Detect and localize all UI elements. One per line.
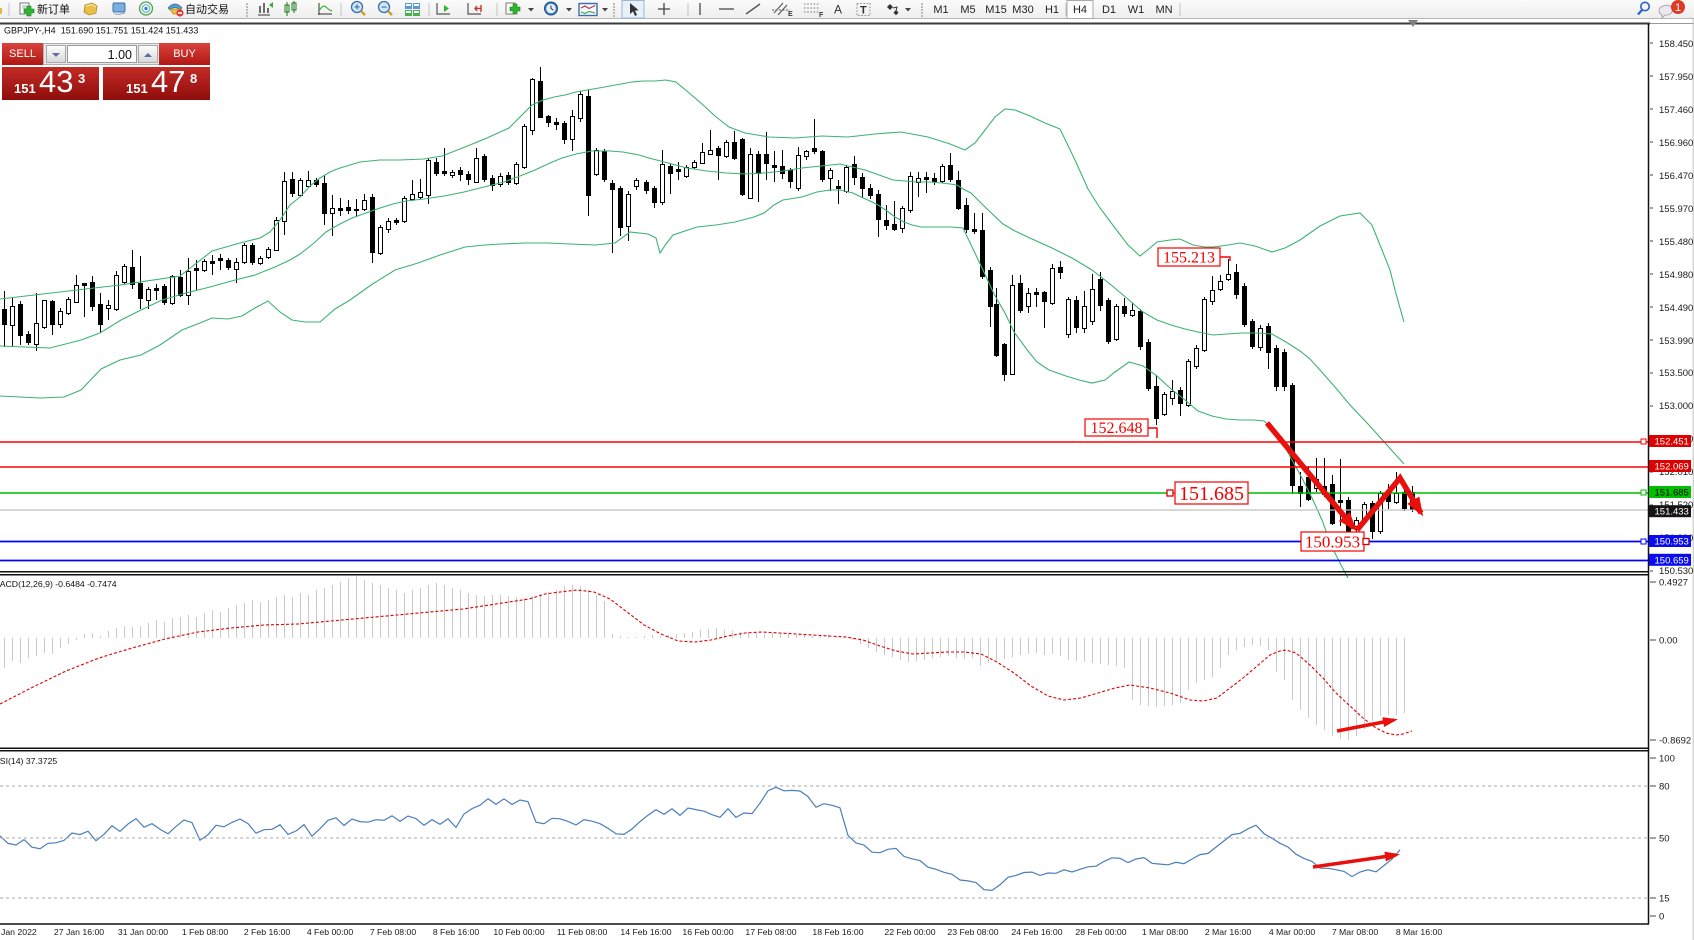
svg-text:28 Feb 00:00: 28 Feb 00:00 [1075,927,1126,937]
svg-text:MN: MN [1155,4,1172,16]
svg-text:M15: M15 [985,4,1006,16]
svg-text:23 Feb 08:00: 23 Feb 08:00 [947,927,998,937]
svg-text:150.953: 150.953 [1655,537,1689,548]
svg-text:153.000: 153.000 [1659,401,1693,412]
svg-text:0.00: 0.00 [1659,636,1678,647]
svg-text:0: 0 [1659,912,1664,923]
svg-text:H1: H1 [1045,4,1059,16]
svg-text:27 Jan 16:00: 27 Jan 16:00 [54,927,104,937]
svg-text:80: 80 [1659,782,1670,793]
svg-text:W1: W1 [1128,4,1145,16]
svg-text:152.010: 152.010 [1659,467,1693,478]
svg-text:D1: D1 [1102,4,1116,16]
svg-text:T: T [860,5,867,17]
svg-text:155.213: 155.213 [1163,249,1215,266]
svg-text:153.500: 153.500 [1659,368,1693,379]
svg-text:4 Mar 00:00: 4 Mar 00:00 [1269,927,1316,937]
svg-text:152.069: 152.069 [1655,462,1689,473]
svg-text:151.685: 151.685 [1655,488,1689,499]
svg-text:150.530: 150.530 [1659,566,1693,577]
svg-text:8 Feb 16:00: 8 Feb 16:00 [433,927,480,937]
svg-text:14 Feb 16:00: 14 Feb 16:00 [620,927,671,937]
svg-text:自动交易: 自动交易 [185,2,229,16]
svg-text:155.970: 155.970 [1659,204,1693,215]
svg-text:2 Feb 16:00: 2 Feb 16:00 [244,927,291,937]
svg-text:31 Jan 00:00: 31 Jan 00:00 [118,927,168,937]
svg-text:155.480: 155.480 [1659,237,1693,248]
svg-text:154.980: 154.980 [1659,270,1693,281]
svg-text:15: 15 [1659,894,1670,905]
svg-text:150.659: 150.659 [1655,555,1689,566]
svg-text:A: A [834,3,842,17]
svg-text:153.990: 153.990 [1659,336,1693,347]
svg-text:M30: M30 [1012,4,1033,16]
svg-text:151.433: 151.433 [1655,507,1689,518]
svg-text:10 Feb 00:00: 10 Feb 00:00 [493,927,544,937]
svg-text:F: F [819,12,824,19]
svg-text:22 Feb 00:00: 22 Feb 00:00 [884,927,935,937]
svg-text:H4: H4 [1073,4,1087,16]
svg-text:150.953: 150.953 [1305,532,1360,551]
svg-text:1 Feb 08:00: 1 Feb 08:00 [182,927,229,937]
svg-text:4 Feb 00:00: 4 Feb 00:00 [307,927,354,937]
svg-text:11 Feb 08:00: 11 Feb 08:00 [557,927,608,937]
svg-text:17 Feb 08:00: 17 Feb 08:00 [745,927,796,937]
svg-text:50: 50 [1659,834,1670,845]
svg-text:18 Feb 16:00: 18 Feb 16:00 [812,927,863,937]
svg-text:RSI(14) 37.3725: RSI(14) 37.3725 [0,756,57,766]
svg-text:−: − [381,3,387,14]
svg-text:GBPJPY-,H4 151.690 151.751 15: GBPJPY-,H4 151.690 151.751 151.424 151.4… [4,26,198,36]
svg-text:M5: M5 [960,4,975,16]
svg-text:156.470: 156.470 [1659,171,1693,182]
svg-text:100: 100 [1659,754,1675,765]
svg-text:新订单: 新订单 [37,2,70,16]
svg-text:157.950: 157.950 [1659,72,1693,83]
svg-text:M1: M1 [933,4,948,16]
svg-text:8 Mar 16:00: 8 Mar 16:00 [1396,927,1443,937]
svg-text:156.960: 156.960 [1659,138,1693,149]
svg-text:152.648: 152.648 [1091,420,1143,437]
svg-text:24 Feb 16:00: 24 Feb 16:00 [1011,927,1062,937]
svg-text:Jan 2022: Jan 2022 [1,927,37,937]
svg-text:152.451: 152.451 [1655,437,1689,448]
svg-text:+: + [354,3,360,14]
svg-text:16 Feb 00:00: 16 Feb 00:00 [682,927,733,937]
svg-text:E: E [788,11,793,18]
svg-text:2 Mar 16:00: 2 Mar 16:00 [1205,927,1252,937]
svg-text:7 Mar 08:00: 7 Mar 08:00 [1332,927,1379,937]
svg-text:MACD(12,26,9) -0.6484 -0.7474: MACD(12,26,9) -0.6484 -0.7474 [0,579,117,589]
svg-text:158.450: 158.450 [1659,39,1693,50]
svg-text:151.685: 151.685 [1179,483,1244,505]
svg-text:154.490: 154.490 [1659,303,1693,314]
svg-text:1: 1 [1675,2,1681,14]
svg-text:-0.8692: -0.8692 [1659,736,1691,747]
svg-text:1 Mar 08:00: 1 Mar 08:00 [1142,927,1189,937]
svg-text:7 Feb 08:00: 7 Feb 08:00 [370,927,417,937]
svg-text:157.460: 157.460 [1659,105,1693,116]
svg-text:0.4927: 0.4927 [1659,578,1688,589]
